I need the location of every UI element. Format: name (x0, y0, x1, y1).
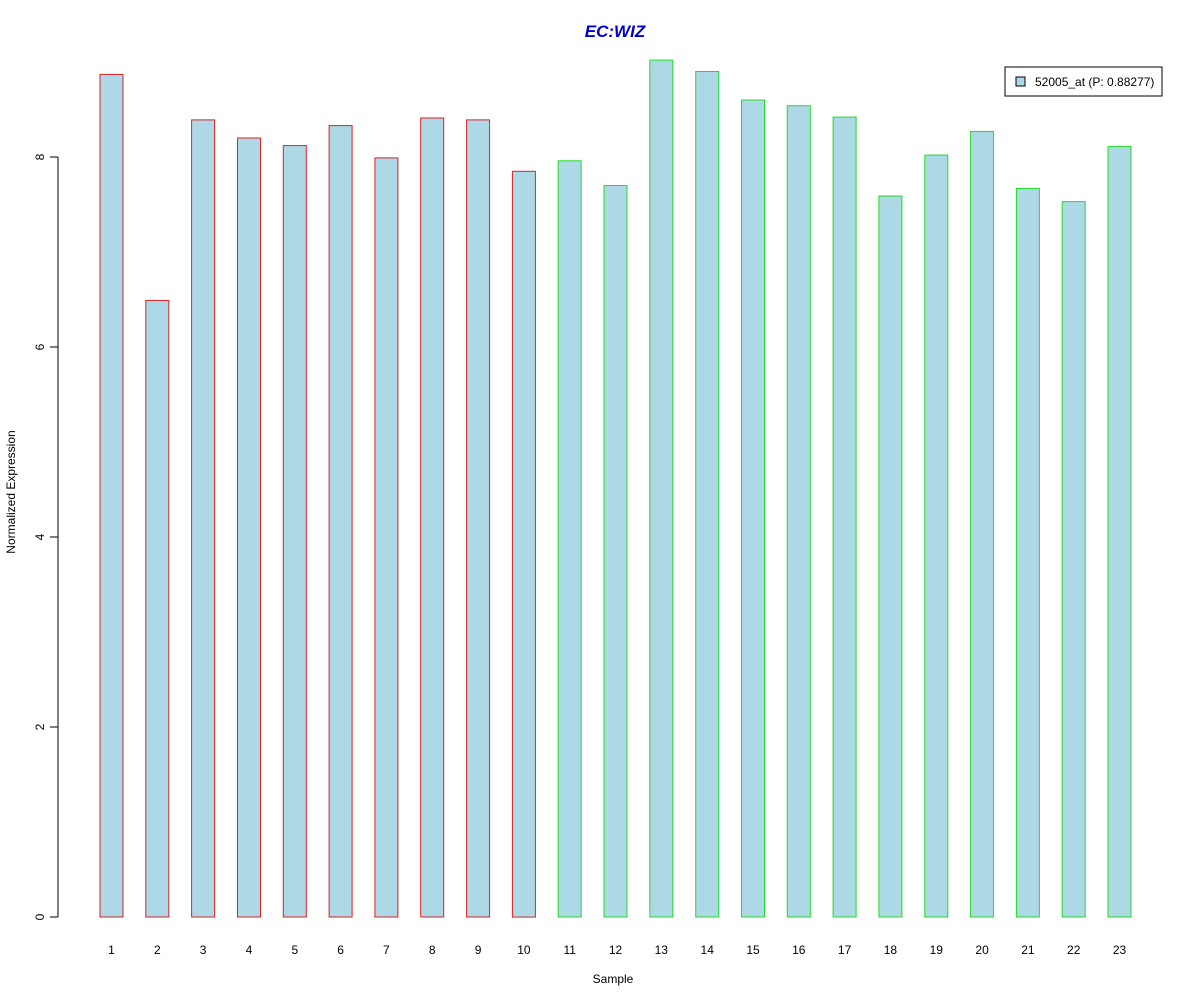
y-tick-label: 8 (33, 153, 47, 160)
x-tick-label: 11 (563, 943, 576, 957)
x-tick-label: 5 (291, 943, 298, 957)
x-tick-label: 23 (1113, 943, 1127, 957)
bar-sample-21 (1016, 188, 1039, 917)
legend: 52005_at (P: 0.88277) (1005, 67, 1162, 96)
bar-sample-2 (146, 300, 169, 917)
bar-sample-3 (192, 120, 215, 917)
x-tick-label: 17 (838, 943, 852, 957)
bar-sample-11 (558, 161, 581, 917)
x-tick-labels: 1 2 3 4 5 6 7 8 9 10 11 12 13 14 15 16 17 18 19 20 21 22 23 (108, 943, 1126, 957)
x-tick-label: 2 (154, 943, 161, 957)
bar-sample-4 (238, 138, 261, 917)
bar-sample-12 (604, 186, 627, 918)
x-tick-label: 9 (475, 943, 482, 957)
bar-sample-22 (1062, 202, 1085, 917)
x-tick-label: 19 (930, 943, 944, 957)
y-tick-label: 0 (33, 913, 47, 920)
x-tick-label: 10 (517, 943, 531, 957)
legend-swatch (1016, 77, 1025, 86)
x-tick-label: 15 (746, 943, 760, 957)
x-tick-label: 7 (383, 943, 390, 957)
bar-sample-9 (467, 120, 490, 917)
legend-label: 52005_at (P: 0.88277) (1035, 75, 1154, 89)
bar-sample-5 (283, 146, 306, 917)
x-tick-label: 14 (701, 943, 715, 957)
y-tick-label: 4 (33, 533, 47, 540)
y-axis-title: Normalized Expression (4, 430, 18, 553)
bar-sample-7 (375, 158, 398, 917)
x-tick-label: 20 (975, 943, 989, 957)
bar-sample-16 (787, 106, 810, 917)
bar-sample-6 (329, 126, 352, 917)
bar-sample-19 (925, 155, 948, 917)
x-tick-label: 16 (792, 943, 806, 957)
x-tick-label: 21 (1021, 943, 1035, 957)
x-axis-title: Sample (593, 972, 634, 986)
bar-sample-14 (696, 72, 719, 918)
bar-sample-18 (879, 196, 902, 917)
bar-sample-1 (100, 74, 123, 917)
x-tick-label: 3 (200, 943, 207, 957)
x-tick-label: 6 (337, 943, 344, 957)
x-tick-label: 22 (1067, 943, 1081, 957)
y-tick-label: 2 (33, 723, 47, 730)
x-tick-label: 12 (609, 943, 623, 957)
x-tick-label: 13 (655, 943, 669, 957)
x-tick-label: 18 (884, 943, 898, 957)
bar-sample-23 (1108, 147, 1131, 917)
bar-sample-8 (421, 118, 444, 917)
x-tick-label: 4 (246, 943, 253, 957)
bars-group (100, 60, 1131, 917)
x-tick-label: 8 (429, 943, 436, 957)
bar-sample-10 (512, 171, 535, 917)
y-axis: 0 2 4 6 8 (33, 153, 58, 920)
chart-title: EC:WIZ (585, 22, 646, 41)
y-tick-label: 6 (33, 343, 47, 350)
x-tick-label: 1 (108, 943, 115, 957)
bar-sample-17 (833, 117, 856, 917)
bar-sample-13 (650, 60, 673, 917)
bar-sample-15 (742, 100, 765, 917)
bar-sample-20 (971, 131, 994, 917)
